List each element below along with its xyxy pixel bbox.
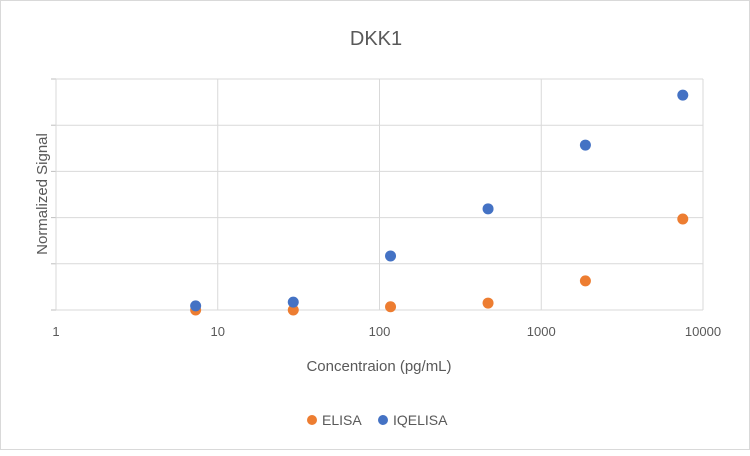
point-iqelisa	[579, 139, 591, 151]
x-tick-labels: 1 10 100 1000 10000	[52, 324, 721, 339]
legend-marker-iqelisa	[378, 415, 388, 425]
legend-label: IQELISA	[393, 412, 448, 428]
x-tick-label: 100	[369, 324, 391, 339]
point-iqelisa	[287, 296, 299, 308]
x-tick-label: 1000	[527, 324, 556, 339]
point-elisa	[287, 304, 299, 316]
x-tick-label: 10000	[685, 324, 721, 339]
data-points	[190, 89, 689, 316]
legend-marker-elisa	[307, 415, 317, 425]
x-axis-label: Concentraion (pg/mL)	[306, 358, 451, 375]
legend-label: ELISA	[322, 412, 362, 428]
x-tick-label: 1	[52, 324, 59, 339]
y-axis-label: Normalized Signal	[34, 133, 51, 255]
point-iqelisa	[190, 300, 202, 312]
point-elisa	[677, 213, 689, 225]
gridlines	[51, 78, 704, 311]
point-iqelisa	[482, 203, 494, 215]
point-iqelisa	[385, 250, 397, 262]
point-elisa	[579, 275, 591, 287]
chart-title: DKK1	[350, 28, 402, 50]
point-elisa	[385, 301, 397, 313]
legend: ELISA IQELISA	[307, 412, 448, 428]
point-elisa	[482, 297, 494, 309]
x-tick-label: 10	[211, 324, 225, 339]
point-iqelisa	[677, 89, 689, 101]
